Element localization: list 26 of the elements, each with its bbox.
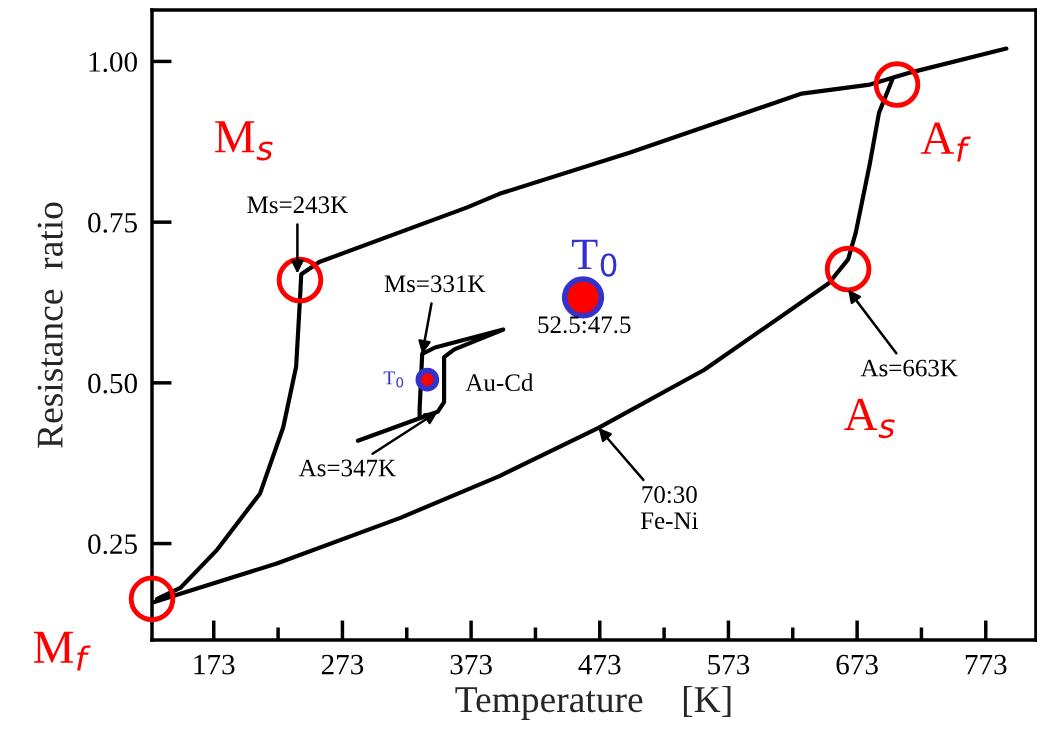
x-tick-label: 173 <box>194 654 235 675</box>
annotation: A$_{s}$ <box>844 398 895 439</box>
annotation: 70:30 Fe-Ni <box>640 486 698 530</box>
y-tick-label: 0.50 <box>88 373 137 394</box>
annotation: A$_{f}$ <box>920 122 971 162</box>
x-tick-label: 573 <box>708 654 750 675</box>
y-axis-title: Resistance ratio <box>37 202 63 448</box>
x-tick-label: 373 <box>450 654 492 675</box>
x-tick-label: 773 <box>965 654 1007 675</box>
annotation: As=347K <box>298 459 396 477</box>
x-tick-label: 473 <box>578 654 621 675</box>
x-axis-title: Temperature [K] <box>455 685 731 720</box>
y-tick-label: 0.25 <box>88 534 137 555</box>
x-tick-label: 673 <box>836 654 878 675</box>
annotation: Au-Cd <box>465 373 534 392</box>
annotation: 52.5:47.5 <box>538 316 631 334</box>
annotation: M$_{f}$ <box>33 631 91 671</box>
annotation: As=663K <box>860 359 958 377</box>
annotation: Ms=331K <box>384 275 486 293</box>
x-tick-label: 273 <box>321 654 364 675</box>
annotation: T$_{0}$ <box>571 239 617 277</box>
annotation: T$_{0}$ <box>383 371 404 388</box>
y-tick-label: 1.00 <box>89 52 137 72</box>
annotation: Ms=243K <box>247 196 348 214</box>
annotation: M$_{s}$ <box>215 121 273 161</box>
y-tick-label: 0.75 <box>88 212 137 233</box>
